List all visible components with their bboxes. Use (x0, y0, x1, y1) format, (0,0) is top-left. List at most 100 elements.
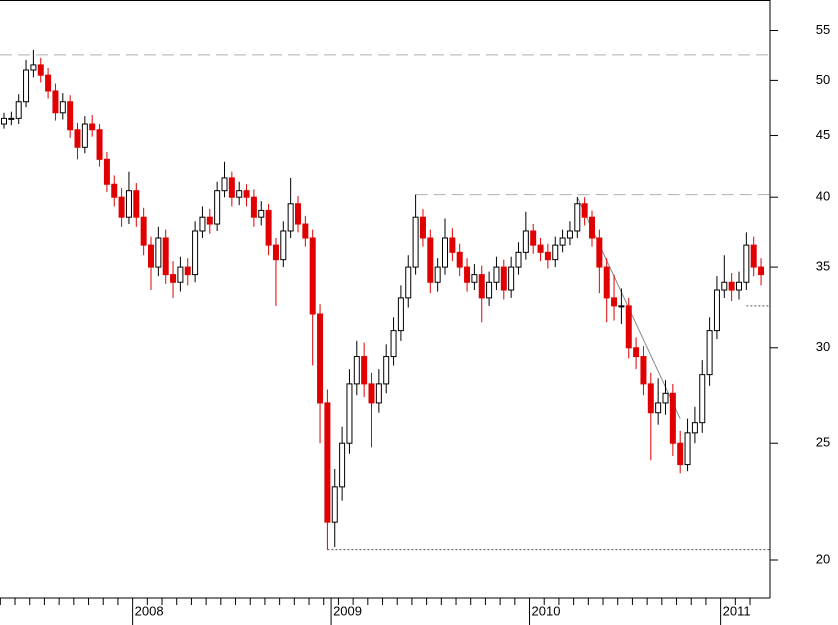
candle-body (713, 289, 720, 332)
candle-body (442, 237, 448, 268)
candle-body (192, 230, 199, 276)
candle-body (206, 216, 213, 225)
candle-body (515, 251, 522, 268)
candle-body (170, 274, 177, 283)
candle-body (96, 129, 103, 160)
candle-body (603, 266, 610, 299)
candle-body (750, 244, 757, 268)
candle-body (552, 244, 559, 261)
candle-body (280, 230, 287, 261)
x-tick-label: 2010 (532, 603, 561, 618)
candle-body (287, 203, 294, 232)
candle-body (199, 216, 206, 232)
candle-body (258, 209, 265, 218)
candle-body (30, 64, 37, 71)
candle-body (243, 190, 250, 198)
candle-body (353, 356, 360, 385)
candle-body (228, 177, 235, 198)
candle-body (375, 383, 382, 404)
candle-body (478, 274, 485, 299)
candle-body (265, 209, 272, 246)
candle-body (655, 402, 662, 414)
candle-body (74, 129, 81, 148)
candle-body (691, 422, 698, 434)
y-tick-label: 50 (816, 72, 830, 87)
candle-body (1, 117, 7, 125)
candle-body (368, 383, 375, 404)
candle-body (89, 123, 96, 131)
candle-body (15, 101, 22, 119)
candle-body (669, 392, 676, 444)
candle-body (434, 266, 441, 283)
candle-body (103, 158, 110, 185)
candle-body (728, 281, 735, 291)
candle-body (566, 230, 573, 239)
candle-body (743, 244, 750, 283)
candle-body (500, 266, 507, 291)
candle-body (250, 196, 257, 218)
candle-body (390, 330, 397, 358)
candle-body (361, 356, 368, 385)
candle-body (125, 190, 132, 218)
candle-body (581, 203, 588, 218)
candle-body (412, 216, 419, 268)
candle-body (302, 223, 309, 239)
candle-body (162, 237, 169, 276)
candle-body (23, 69, 30, 103)
x-tick-label: 2008 (135, 603, 164, 618)
candle-body (111, 183, 118, 198)
candle-body (324, 402, 331, 523)
candle-body (405, 266, 412, 299)
candle-body (706, 330, 713, 376)
candle-body (45, 74, 52, 92)
candle-body (647, 383, 654, 414)
candle-body (295, 203, 301, 225)
candle-body (221, 177, 228, 192)
candle-body (758, 266, 765, 276)
candle-body (589, 216, 595, 239)
y-tick-label: 30 (816, 339, 830, 354)
candle-body (574, 203, 581, 232)
candle-body (596, 237, 603, 268)
candle-body (736, 281, 742, 291)
y-tick-label: 25 (816, 435, 830, 450)
candle-body (397, 297, 404, 332)
candle-body (81, 123, 88, 148)
candle-body (464, 266, 471, 283)
y-tick-label: 35 (816, 259, 830, 274)
candle-body (59, 101, 66, 114)
candle-body (331, 486, 338, 523)
candle-body (677, 442, 684, 466)
x-tick-label: 2009 (333, 603, 362, 618)
candle-body (133, 190, 140, 218)
candle-body (493, 266, 500, 283)
y-tick-label: 55 (816, 22, 830, 37)
candle-body (640, 356, 647, 385)
candle-body (508, 266, 515, 291)
candle-body (559, 237, 566, 246)
candle-body (148, 244, 154, 268)
candle-body (611, 297, 618, 307)
candle-body (522, 230, 529, 253)
candle-body (317, 313, 324, 404)
candle-body (633, 347, 640, 358)
candle-body (419, 216, 426, 239)
candle-body (699, 374, 706, 424)
y-tick-label: 40 (816, 189, 830, 204)
candle-body (214, 190, 221, 225)
candle-body (684, 432, 691, 466)
candle-body (530, 230, 537, 246)
y-tick-label: 20 (816, 551, 830, 566)
candle-body (471, 274, 478, 283)
candle-body (449, 237, 456, 253)
candle-body (67, 101, 74, 131)
candle-body (118, 196, 125, 218)
candle-body (184, 266, 191, 276)
candle-body (140, 216, 147, 246)
candle-body (544, 251, 551, 261)
candle-body (456, 251, 463, 268)
candle-body (8, 117, 15, 120)
candle-body (236, 190, 243, 198)
